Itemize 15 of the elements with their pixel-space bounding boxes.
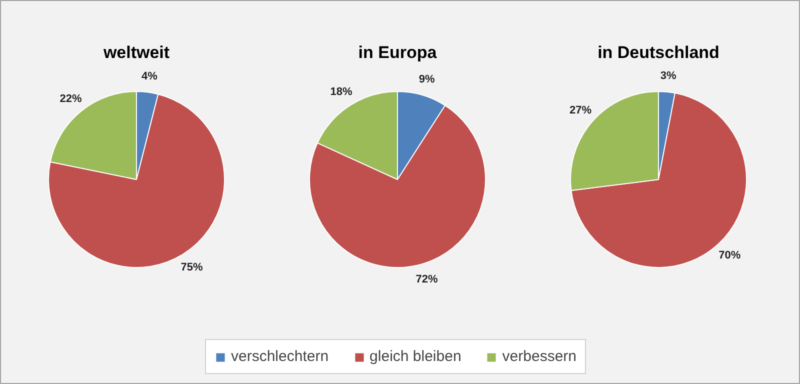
- legend-label: gleich bleiben: [370, 348, 462, 365]
- chart-title: weltweit: [102, 43, 170, 62]
- legend-label: verschlechtern: [231, 348, 329, 365]
- data-label: 27%: [569, 104, 592, 117]
- data-label: 22%: [60, 92, 82, 105]
- legend-label: verbessern: [502, 348, 576, 365]
- data-label: 75%: [180, 262, 203, 274]
- data-label: 70%: [718, 249, 741, 262]
- data-label: 18%: [330, 86, 352, 98]
- data-label: 4%: [141, 70, 158, 82]
- data-label: 72%: [416, 273, 438, 286]
- data-label: 3%: [660, 70, 676, 82]
- chart-title: in Europa: [358, 43, 438, 62]
- data-label: 9%: [418, 74, 435, 86]
- chart-title: in Deutschland: [598, 43, 720, 62]
